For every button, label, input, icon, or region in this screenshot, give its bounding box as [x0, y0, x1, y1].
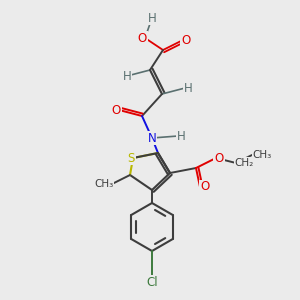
Text: CH₃: CH₃: [94, 179, 114, 189]
Text: S: S: [127, 152, 135, 164]
Text: O: O: [214, 152, 224, 164]
Text: H: H: [148, 11, 156, 25]
Text: H: H: [177, 130, 185, 142]
Text: H: H: [123, 70, 131, 83]
Text: Cl: Cl: [146, 275, 158, 289]
Text: H: H: [184, 82, 192, 94]
Text: O: O: [111, 103, 121, 116]
Text: O: O: [182, 34, 190, 46]
Text: O: O: [200, 181, 210, 194]
Text: N: N: [148, 131, 156, 145]
Text: O: O: [137, 32, 147, 44]
Text: CH₂: CH₂: [234, 158, 254, 168]
Text: CH₃: CH₃: [252, 150, 272, 160]
